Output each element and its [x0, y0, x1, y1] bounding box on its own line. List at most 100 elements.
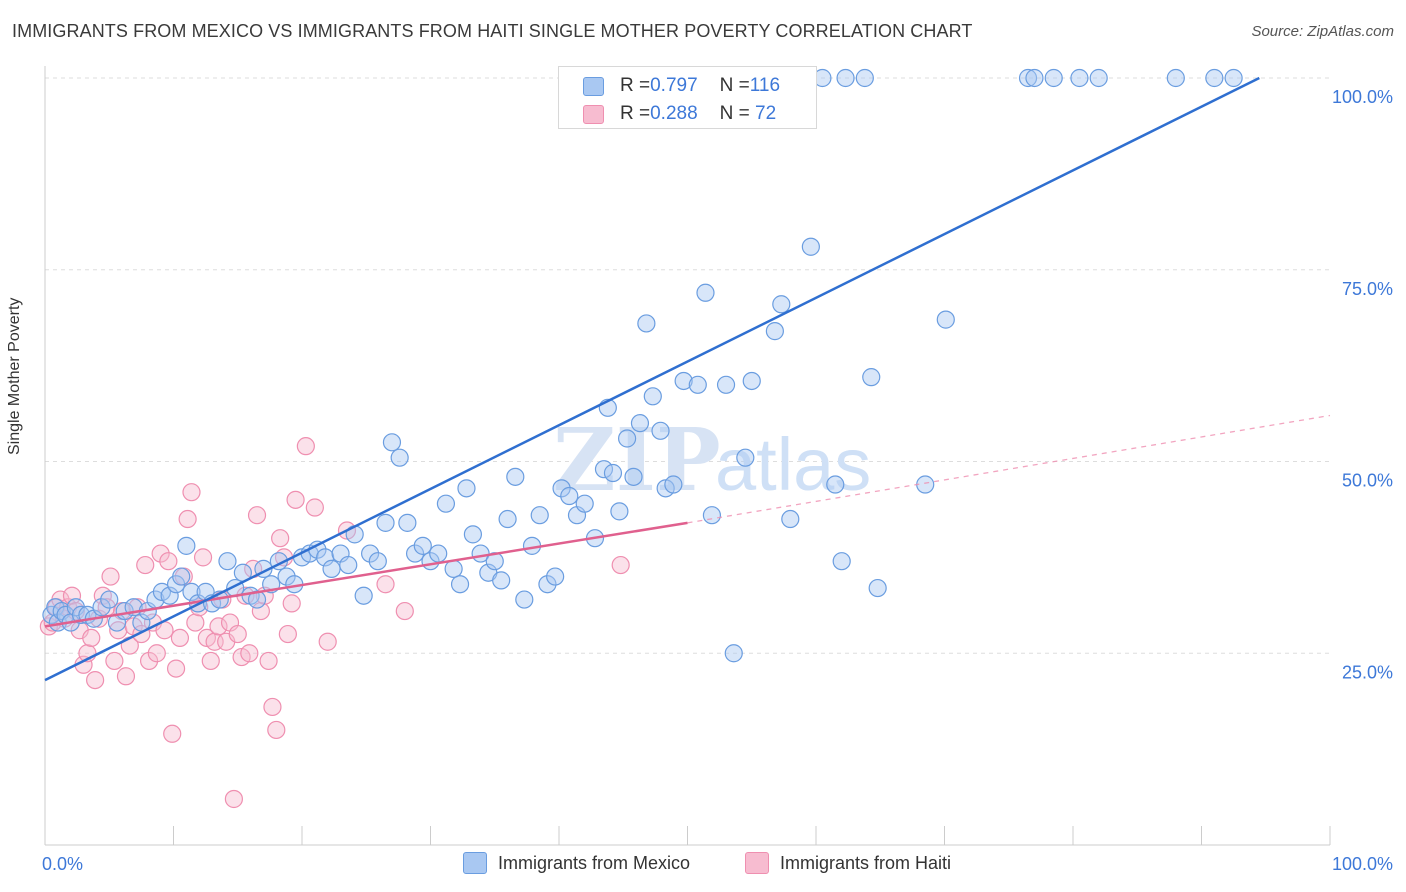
- legend-item-haiti[interactable]: Immigrants from Haiti: [745, 852, 951, 874]
- mexico-point: [172, 567, 191, 586]
- tick-labels: 25.0% 50.0% 75.0% 100.0% 0.0% 100.0%: [42, 87, 1393, 874]
- mexico-point: [552, 479, 571, 498]
- x-tick-label: 0.0%: [42, 854, 83, 874]
- mexico-point: [182, 582, 201, 601]
- mexico-point: [674, 371, 693, 391]
- mexico-point: [868, 578, 887, 598]
- haiti-point: [224, 789, 243, 809]
- mexico-point: [643, 387, 662, 406]
- mexico-series: [42, 68, 1243, 663]
- haiti-series: [39, 437, 630, 809]
- haiti-point: [82, 628, 101, 648]
- watermark: ZIP atlas: [553, 410, 871, 511]
- legend-swatch-mexico: [463, 852, 487, 874]
- haiti-n-value: 72: [749, 103, 777, 124]
- haiti-point: [247, 506, 267, 525]
- stats-row-mexico: R = 0.797 N = 116: [583, 73, 780, 99]
- mexico-point: [515, 590, 534, 609]
- y-tick-label: 75.0%: [1342, 279, 1393, 299]
- mexico-point: [772, 295, 791, 314]
- haiti-point: [259, 651, 278, 671]
- mexico-point: [444, 559, 463, 578]
- mexico-point: [624, 467, 643, 486]
- mexico-point: [575, 494, 594, 513]
- haiti-point: [278, 624, 297, 644]
- haiti-point: [267, 720, 286, 740]
- y-tick-label: 100.0%: [1332, 87, 1393, 107]
- haiti-point: [240, 644, 259, 663]
- mexico-point: [862, 368, 881, 387]
- bottom-legend: Immigrants from Mexico Immigrants from H…: [0, 852, 1406, 876]
- mexico-point: [100, 590, 119, 609]
- mexico-point: [429, 544, 448, 563]
- mexico-point: [160, 586, 179, 605]
- haiti-point: [251, 601, 270, 621]
- haiti-swatch: [583, 104, 604, 124]
- mexico-point: [1224, 68, 1243, 88]
- mexico-point: [716, 375, 736, 394]
- mexico-point: [765, 322, 784, 341]
- mexico-point: [538, 575, 557, 594]
- watermark-zip: ZIP: [553, 410, 721, 511]
- mexico-point: [724, 644, 743, 663]
- mexico-point: [405, 544, 425, 563]
- haiti-trend-line: [44, 521, 688, 628]
- haiti-n-label: N =: [719, 103, 750, 124]
- mexico-point: [339, 555, 358, 575]
- mexico-point: [603, 463, 623, 483]
- mexico-swatch: [583, 76, 604, 96]
- haiti-point: [263, 697, 282, 717]
- haiti-point: [163, 724, 182, 743]
- mexico-point: [1205, 68, 1224, 88]
- mexico-point: [322, 559, 341, 578]
- haiti-point: [136, 555, 155, 575]
- haiti-point: [209, 617, 228, 636]
- haiti-point: [186, 613, 205, 632]
- legend-swatch-haiti: [745, 852, 769, 874]
- mexico-r-value: 0.797: [650, 75, 698, 96]
- haiti-point: [305, 498, 324, 517]
- mexico-point: [354, 586, 373, 605]
- mexico-point: [463, 525, 483, 544]
- mexico-point: [594, 460, 614, 479]
- mexico-point: [1025, 68, 1044, 88]
- haiti-point: [139, 651, 159, 671]
- mexico-point: [696, 283, 715, 302]
- haiti-r-label: R =: [620, 103, 651, 124]
- mexico-point: [651, 421, 670, 440]
- mexico-n-label: N =: [719, 75, 750, 96]
- haiti-point: [611, 555, 630, 575]
- legend-item-mexico[interactable]: Immigrants from Mexico: [463, 852, 690, 874]
- haiti-point: [178, 509, 197, 529]
- mexico-point: [664, 475, 683, 494]
- haiti-point: [62, 586, 82, 605]
- mexico-r-label: R =: [620, 75, 651, 96]
- mexico-point: [376, 513, 395, 532]
- mexico-point: [637, 314, 656, 333]
- mexico-point: [781, 509, 800, 529]
- mexico-point: [218, 552, 237, 571]
- mexico-point: [436, 494, 456, 513]
- mexico-point: [618, 429, 637, 448]
- haiti-point: [376, 575, 395, 594]
- legend-label-mexico: Immigrants from Mexico: [498, 852, 691, 873]
- haiti-point: [318, 632, 337, 651]
- y-tick-label: 50.0%: [1342, 471, 1393, 491]
- mexico-point: [413, 536, 432, 555]
- mexico-point: [530, 506, 549, 525]
- mexico-point: [855, 68, 874, 88]
- x-tick-label: 100.0%: [1332, 854, 1393, 874]
- mexico-point: [832, 552, 851, 571]
- haiti-point: [101, 567, 120, 586]
- mexico-point: [92, 598, 111, 617]
- haiti-point: [395, 601, 414, 621]
- mexico-point: [457, 479, 476, 498]
- mexico-point: [1044, 68, 1063, 88]
- haiti-point: [271, 529, 290, 548]
- chart-title: IMMIGRANTS FROM MEXICO VS IMMIGRANTS FRO…: [12, 21, 973, 41]
- mexico-point: [1166, 68, 1185, 88]
- haiti-trend-extension: [687, 414, 1331, 524]
- mexico-point: [610, 502, 629, 521]
- mexico-point: [506, 467, 525, 486]
- mexico-point: [277, 567, 296, 586]
